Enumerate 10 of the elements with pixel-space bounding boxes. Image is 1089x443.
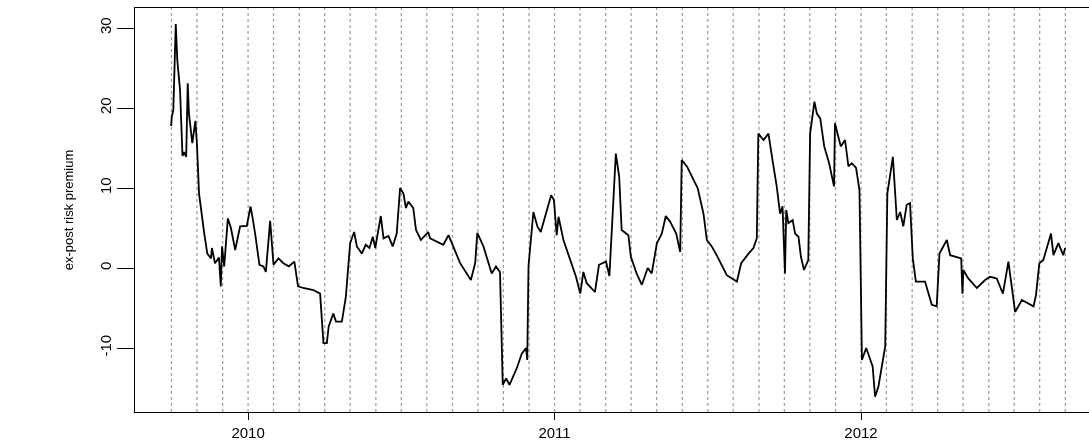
y-tick-label: 20 xyxy=(96,97,114,115)
y-tick-label: 0 xyxy=(96,261,114,270)
x-tick-label: 2010 xyxy=(231,424,265,442)
line-series xyxy=(170,23,1066,398)
y-tick-label: -10 xyxy=(96,334,114,357)
y-axis-title: ex-post risk premium xyxy=(60,149,76,271)
y-tick-label: 10 xyxy=(96,177,114,195)
y-tick-label: 30 xyxy=(96,17,114,35)
x-tick-label: 2011 xyxy=(538,424,571,442)
x-tick-label: 2012 xyxy=(844,424,878,442)
